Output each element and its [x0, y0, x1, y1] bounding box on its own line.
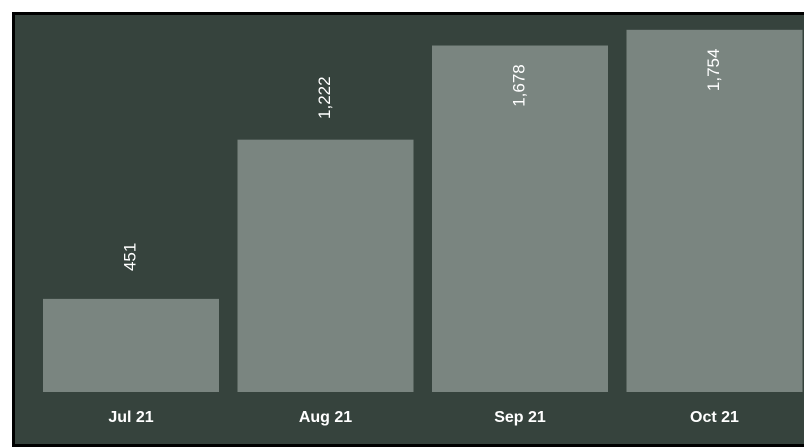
bar — [237, 139, 414, 392]
x-tick-label: Oct 21 — [690, 409, 739, 426]
bar — [432, 45, 608, 392]
data-label: 1,222 — [315, 76, 334, 119]
bar — [626, 29, 803, 393]
data-label: 1,754 — [704, 49, 723, 92]
x-tick-label: Jul 21 — [108, 409, 153, 426]
x-tick-label: Aug 21 — [299, 409, 352, 426]
data-label: 1,678 — [509, 64, 528, 107]
bar — [43, 298, 219, 392]
x-tick-label: Sep 21 — [494, 409, 546, 426]
data-label: 451 — [120, 243, 139, 271]
